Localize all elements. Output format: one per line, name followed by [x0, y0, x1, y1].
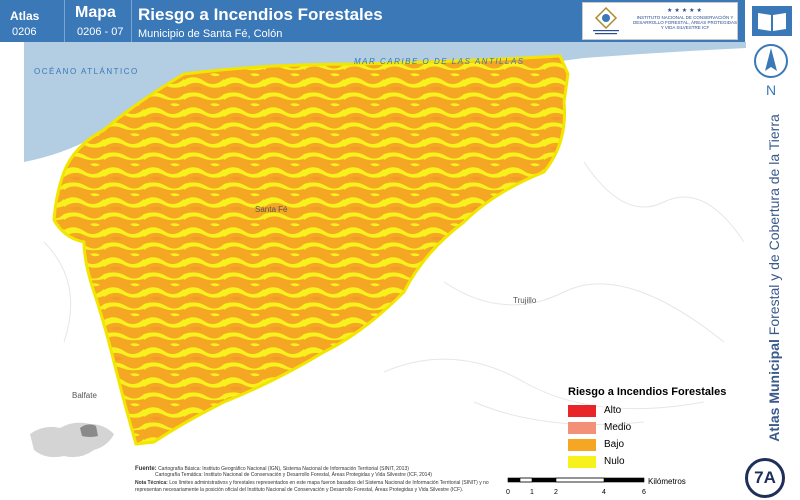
- map-header: Atlas 0206 Mapa 0206 - 07 Riesgo a Incen…: [0, 0, 745, 42]
- legend-label-bajo: Bajo: [604, 439, 625, 450]
- legend-swatch-nulo: [568, 455, 596, 468]
- institution-logos: ★★★★★ INSTITUTO NACIONAL DE CONSERVACIÓN…: [582, 2, 738, 40]
- mapa-cell: Mapa 0206 - 07: [65, 0, 132, 42]
- honduras-seal-icon: [593, 6, 619, 35]
- atlas-code: 0206: [12, 26, 37, 38]
- map-canvas[interactable]: OCÉANO ATLÁNTICO MAR CARIBE O DE LAS ANT…: [24, 42, 746, 462]
- legend-swatch-medio: [568, 421, 596, 434]
- legend-label-nulo: Nulo: [604, 456, 625, 467]
- legend-item: Medio: [568, 419, 748, 436]
- scale-tick: 4: [602, 489, 606, 496]
- atlas-cell: Atlas 0206: [0, 0, 65, 42]
- note-label: Nota Técnica:: [135, 480, 168, 487]
- stars-icon: ★★★★★: [667, 8, 704, 14]
- legend-swatch-alto: [568, 404, 596, 417]
- legend-title: Riesgo a Incendios Forestales: [568, 386, 727, 398]
- scale-tick: 6: [642, 489, 646, 496]
- side-title: Atlas Municipal Forestal y de Cobertura …: [760, 108, 788, 448]
- source-notes: Fuente: Cartografía Básica: Instituto Ge…: [135, 466, 495, 493]
- country-locator-inset: [30, 422, 114, 458]
- place-label-balfate: Balfate: [72, 391, 97, 400]
- place-label-trujillo: Trujillo: [513, 296, 537, 305]
- sea-label-oceano: OCÉANO ATLÁNTICO: [34, 67, 139, 76]
- source-line-1: Cartografía Básica: Instituto Geográfico…: [158, 466, 409, 472]
- mapa-label: Mapa: [75, 4, 116, 21]
- source-label: Fuente:: [135, 466, 157, 472]
- legend-label-medio: Medio: [604, 422, 632, 433]
- legend-item: Nulo: [568, 453, 748, 470]
- place-label-santa-fe: Santa Fé: [255, 205, 288, 214]
- legend-item: Bajo: [568, 436, 748, 453]
- scale-tick: 2: [554, 489, 558, 496]
- page-title: Riesgo a Incendios Forestales: [138, 5, 383, 24]
- scale-tick: 0: [506, 489, 510, 496]
- legend-swatch-bajo: [568, 438, 596, 451]
- map-legend: Riesgo a Incendios Forestales Alto Medio…: [568, 386, 748, 470]
- north-label: N: [766, 82, 776, 98]
- scale-unit: Kilómetros: [648, 477, 686, 486]
- technical-note: Los límites administrativos y forestales…: [135, 480, 489, 493]
- scale-tick: 1: [530, 489, 534, 496]
- scale-bar: Kilómetros 0 1 2 4 6: [506, 477, 686, 496]
- side-title-bold: Atlas Municipal: [766, 339, 782, 442]
- side-title-rest: Forestal y de Cobertura de la Tierra: [766, 114, 782, 340]
- santa-fe-municipality[interactable]: [52, 54, 570, 446]
- title-block: Riesgo a Incendios Forestales Municipio …: [138, 5, 383, 40]
- north-arrow-icon: N: [754, 44, 788, 98]
- open-book-icon[interactable]: [752, 6, 792, 36]
- legend-item: Alto: [568, 402, 748, 419]
- source-line-2: Cartografía Temática: Instituto Nacional…: [155, 472, 432, 479]
- mapa-code: 0206 - 07: [77, 26, 124, 38]
- institution-name: INSTITUTO NACIONAL DE CONSERVACIÓN Y DES…: [633, 15, 737, 30]
- atlas-label: Atlas: [10, 9, 40, 23]
- map-number-badge: 7A: [745, 458, 785, 498]
- legend-label-alto: Alto: [604, 405, 622, 416]
- sea-label-caribe: MAR CARIBE O DE LAS ANTILLAS: [354, 57, 525, 66]
- page-subtitle: Municipio de Santa Fé, Colón: [138, 28, 283, 40]
